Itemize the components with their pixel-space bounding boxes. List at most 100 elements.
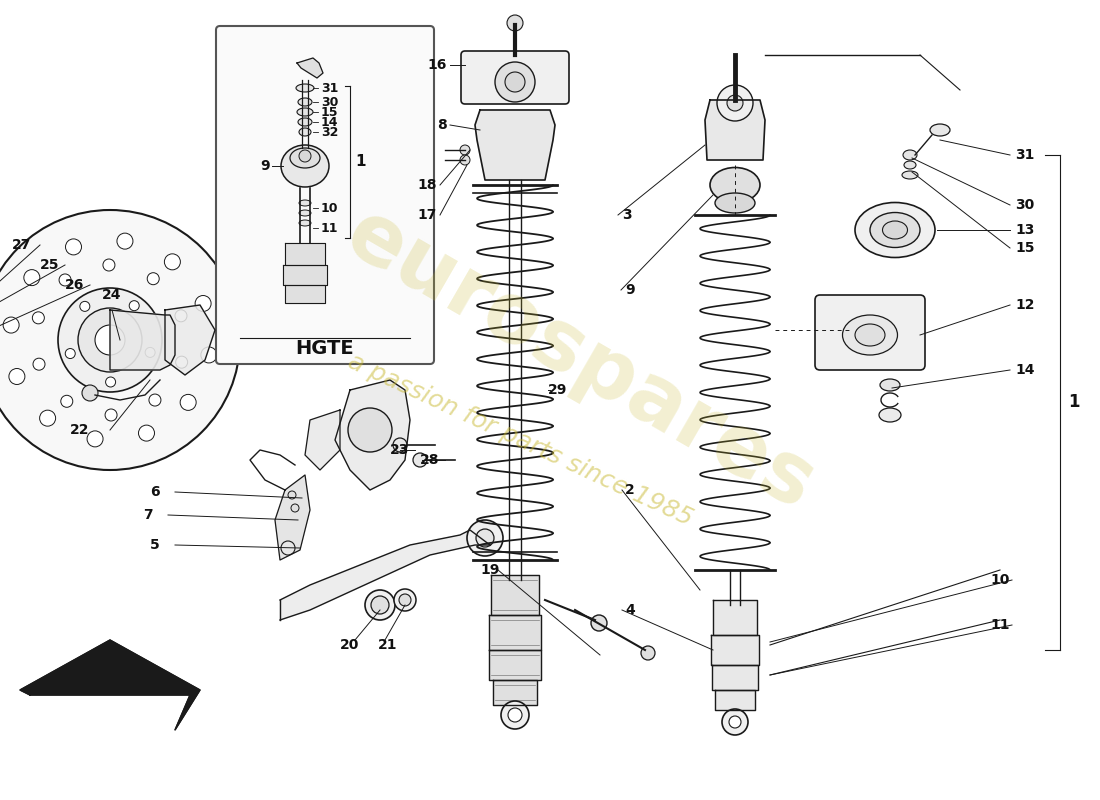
Circle shape — [106, 409, 117, 421]
Ellipse shape — [882, 221, 908, 239]
Circle shape — [103, 259, 114, 271]
Circle shape — [195, 295, 211, 311]
Text: 14: 14 — [1015, 363, 1034, 377]
Ellipse shape — [296, 84, 314, 92]
Circle shape — [641, 646, 654, 660]
Text: 27: 27 — [12, 238, 32, 252]
Ellipse shape — [879, 408, 901, 422]
Ellipse shape — [365, 590, 395, 620]
Text: 31: 31 — [1015, 148, 1034, 162]
Ellipse shape — [930, 124, 950, 136]
Ellipse shape — [399, 594, 411, 606]
Circle shape — [65, 349, 75, 358]
Circle shape — [24, 270, 40, 286]
Circle shape — [129, 301, 140, 310]
Ellipse shape — [904, 161, 916, 169]
Polygon shape — [336, 380, 410, 490]
Text: 28: 28 — [420, 453, 440, 467]
Circle shape — [508, 708, 522, 722]
Circle shape — [468, 520, 503, 556]
Ellipse shape — [371, 596, 389, 614]
Circle shape — [145, 347, 155, 358]
Ellipse shape — [855, 324, 886, 346]
Polygon shape — [475, 110, 556, 180]
Ellipse shape — [298, 118, 312, 126]
Ellipse shape — [290, 148, 320, 168]
Ellipse shape — [297, 108, 313, 116]
Polygon shape — [305, 410, 340, 470]
Text: 10: 10 — [990, 573, 1010, 587]
Circle shape — [500, 701, 529, 729]
Text: 30: 30 — [321, 95, 339, 109]
Ellipse shape — [715, 193, 755, 213]
Circle shape — [58, 288, 162, 392]
Text: 14: 14 — [321, 115, 339, 129]
Circle shape — [59, 274, 72, 286]
Circle shape — [176, 356, 188, 368]
Circle shape — [288, 491, 296, 499]
Circle shape — [40, 410, 56, 426]
Ellipse shape — [843, 315, 898, 355]
Polygon shape — [280, 530, 490, 620]
Ellipse shape — [280, 145, 329, 187]
Text: 21: 21 — [378, 638, 398, 652]
Polygon shape — [285, 285, 324, 303]
Text: 24: 24 — [102, 288, 122, 302]
Text: eurospares: eurospares — [331, 193, 828, 527]
Ellipse shape — [903, 150, 917, 160]
Circle shape — [87, 431, 103, 447]
Circle shape — [280, 541, 295, 555]
FancyBboxPatch shape — [815, 295, 925, 370]
Circle shape — [82, 385, 98, 401]
FancyBboxPatch shape — [461, 51, 569, 104]
Text: 17: 17 — [418, 208, 437, 222]
Polygon shape — [275, 475, 310, 560]
Circle shape — [507, 15, 522, 31]
Circle shape — [476, 529, 494, 547]
Circle shape — [460, 145, 470, 155]
Circle shape — [9, 369, 25, 385]
Circle shape — [348, 408, 392, 452]
Circle shape — [299, 150, 311, 162]
Text: 30: 30 — [1015, 198, 1034, 212]
Polygon shape — [711, 635, 759, 665]
Circle shape — [78, 308, 142, 372]
Polygon shape — [490, 615, 541, 650]
Ellipse shape — [870, 213, 920, 247]
Circle shape — [66, 239, 81, 255]
Circle shape — [60, 395, 73, 407]
Ellipse shape — [299, 210, 311, 216]
Text: 4: 4 — [625, 603, 635, 617]
Polygon shape — [490, 650, 541, 680]
Circle shape — [727, 95, 742, 111]
Circle shape — [106, 377, 116, 387]
Polygon shape — [283, 265, 327, 285]
Text: 13: 13 — [1015, 223, 1034, 237]
Polygon shape — [715, 690, 755, 710]
Text: 9: 9 — [625, 283, 635, 297]
Ellipse shape — [394, 589, 416, 611]
Text: 32: 32 — [321, 126, 339, 138]
Text: 12: 12 — [1015, 298, 1034, 312]
Ellipse shape — [855, 202, 935, 258]
Ellipse shape — [299, 200, 311, 206]
Text: 11: 11 — [321, 222, 339, 234]
Polygon shape — [110, 310, 175, 370]
Text: 29: 29 — [548, 383, 568, 397]
Circle shape — [591, 615, 607, 631]
Circle shape — [201, 347, 217, 363]
Circle shape — [0, 210, 240, 470]
Circle shape — [164, 254, 180, 270]
Circle shape — [147, 273, 160, 285]
Circle shape — [460, 155, 470, 165]
Circle shape — [495, 62, 535, 102]
Circle shape — [95, 325, 125, 355]
Text: 25: 25 — [41, 258, 59, 272]
Polygon shape — [713, 600, 757, 635]
Polygon shape — [712, 665, 758, 690]
Ellipse shape — [902, 171, 918, 179]
Circle shape — [32, 312, 44, 324]
Text: 1: 1 — [1068, 393, 1079, 411]
Text: 23: 23 — [390, 443, 409, 457]
Polygon shape — [491, 575, 539, 615]
